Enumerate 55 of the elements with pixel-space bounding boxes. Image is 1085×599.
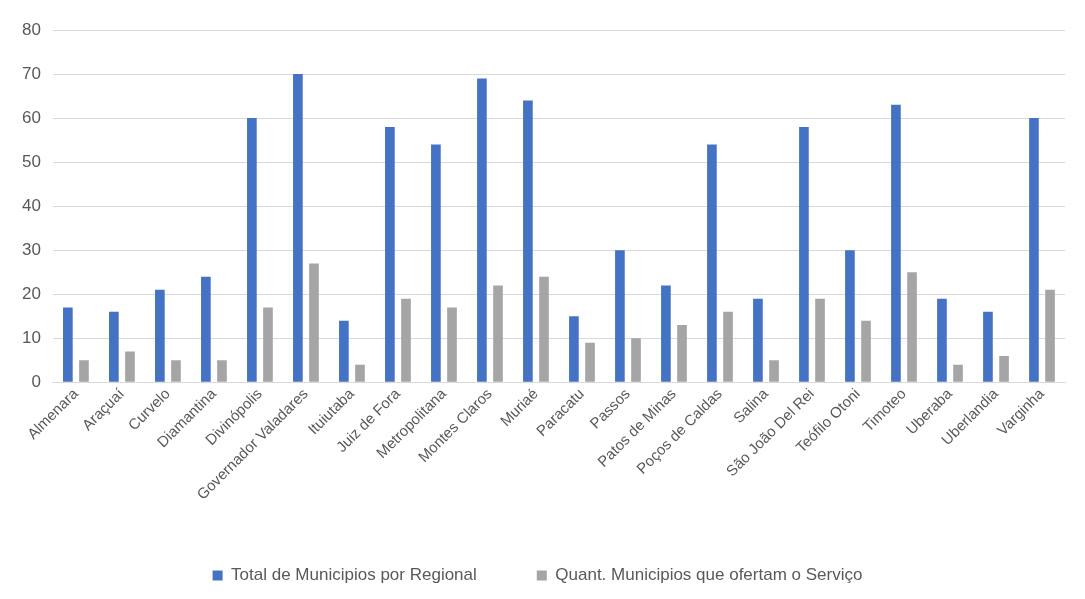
bar (631, 338, 641, 382)
bar (845, 250, 855, 382)
legend-label: Total de Municipios por Regional (231, 565, 477, 585)
bar (615, 250, 625, 382)
bar (125, 351, 135, 382)
y-tick-label: 10 (21, 327, 41, 347)
y-tick-label: 20 (21, 283, 41, 303)
bar (891, 104, 901, 382)
bar (309, 263, 319, 382)
legend-label: Quant. Municipios que ofertam o Serviço (555, 565, 863, 585)
bar (539, 276, 549, 382)
bar (385, 126, 395, 382)
bar (723, 311, 733, 382)
bar (155, 289, 165, 382)
bar (247, 118, 257, 382)
y-tick-label: 50 (21, 151, 41, 171)
bar (661, 285, 671, 382)
bar (293, 74, 303, 382)
y-tick-label: 80 (21, 19, 41, 39)
bar (815, 298, 825, 382)
y-tick-label: 70 (21, 63, 41, 83)
bar (861, 320, 871, 382)
bar (983, 311, 993, 382)
bar (431, 144, 441, 382)
bar (1045, 289, 1055, 382)
bar (171, 360, 181, 382)
bar (355, 364, 365, 382)
bar (493, 285, 503, 382)
bar (263, 307, 273, 382)
y-tick-label: 0 (31, 372, 41, 392)
bar (523, 100, 533, 382)
bar (907, 272, 917, 382)
bar (799, 126, 809, 382)
bar (999, 355, 1009, 382)
bar (401, 298, 411, 382)
bar (707, 144, 717, 382)
bar (953, 364, 963, 382)
bar (677, 325, 687, 382)
bar (63, 307, 73, 382)
y-tick-label: 40 (21, 195, 41, 215)
bar (753, 298, 763, 382)
bar (217, 360, 227, 382)
bar (769, 360, 779, 382)
y-tick-label: 60 (21, 107, 41, 127)
bar (1029, 118, 1039, 382)
bar (339, 320, 349, 382)
bar (79, 360, 89, 382)
bar (937, 298, 947, 382)
y-tick-label: 30 (21, 239, 41, 259)
bar (585, 342, 595, 382)
bar (201, 276, 211, 382)
bar (569, 316, 579, 382)
bar (477, 78, 487, 382)
bar (109, 311, 119, 382)
bar (447, 307, 457, 382)
